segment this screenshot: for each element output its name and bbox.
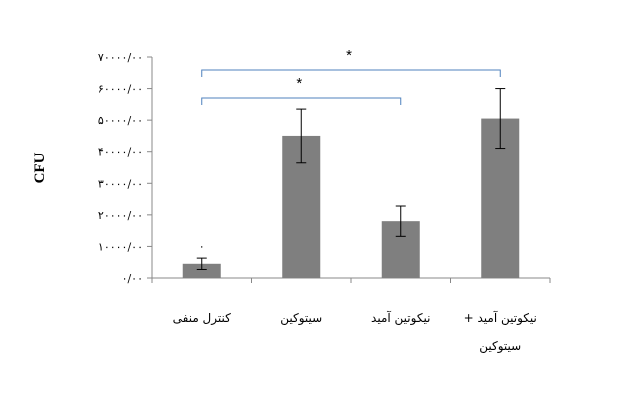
error-bars: ۰ bbox=[196, 88, 506, 270]
y-tick-label: ۰/۰۰ bbox=[122, 272, 143, 285]
y-tick-label: ۷۰۰۰۰/۰۰ bbox=[98, 51, 143, 64]
significance-bracket bbox=[201, 97, 402, 105]
category-labels: کنترل منفی سیتوکین نیکوتین آمید نیکوتین آمی… bbox=[173, 310, 537, 354]
significance-label: * bbox=[296, 75, 302, 92]
y-axis-label: CFU bbox=[32, 152, 48, 183]
y-tick-label: ۳۰۰۰۰/۰۰ bbox=[98, 177, 143, 190]
category-label: سیتوکین bbox=[280, 311, 322, 326]
y-tick-label: ۱۰۰۰۰/۰۰ bbox=[98, 240, 143, 253]
y-axis-ticks: ۰/۰۰ ۱۰۰۰۰/۰۰ ۲۰۰۰۰/۰۰ ۳۰۰۰۰/۰۰ ۴۰۰۰۰/۰۰ ۵۰۰۰… bbox=[98, 51, 152, 285]
y-tick-label: ۲۰۰۰۰/۰۰ bbox=[98, 209, 143, 222]
category-label: کنترل منفی bbox=[173, 311, 232, 326]
significance-brackets: ** bbox=[201, 47, 501, 105]
significance-label: * bbox=[346, 47, 352, 64]
significance-bracket bbox=[201, 69, 501, 77]
bar bbox=[182, 263, 221, 278]
y-tick-label: ۴۰۰۰۰/۰۰ bbox=[98, 146, 143, 159]
y-tick-label: ۵۰۰۰۰/۰۰ bbox=[98, 114, 143, 127]
category-label: سیتوکین bbox=[479, 339, 521, 354]
category-label: نیکوتین آمید + bbox=[464, 310, 537, 326]
category-label: نیکوتین آمید bbox=[371, 310, 430, 326]
zero-mark-label: ۰ bbox=[199, 240, 205, 253]
chart-bars bbox=[182, 118, 520, 278]
y-tick-label: ۶۰۰۰۰/۰۰ bbox=[98, 83, 143, 96]
